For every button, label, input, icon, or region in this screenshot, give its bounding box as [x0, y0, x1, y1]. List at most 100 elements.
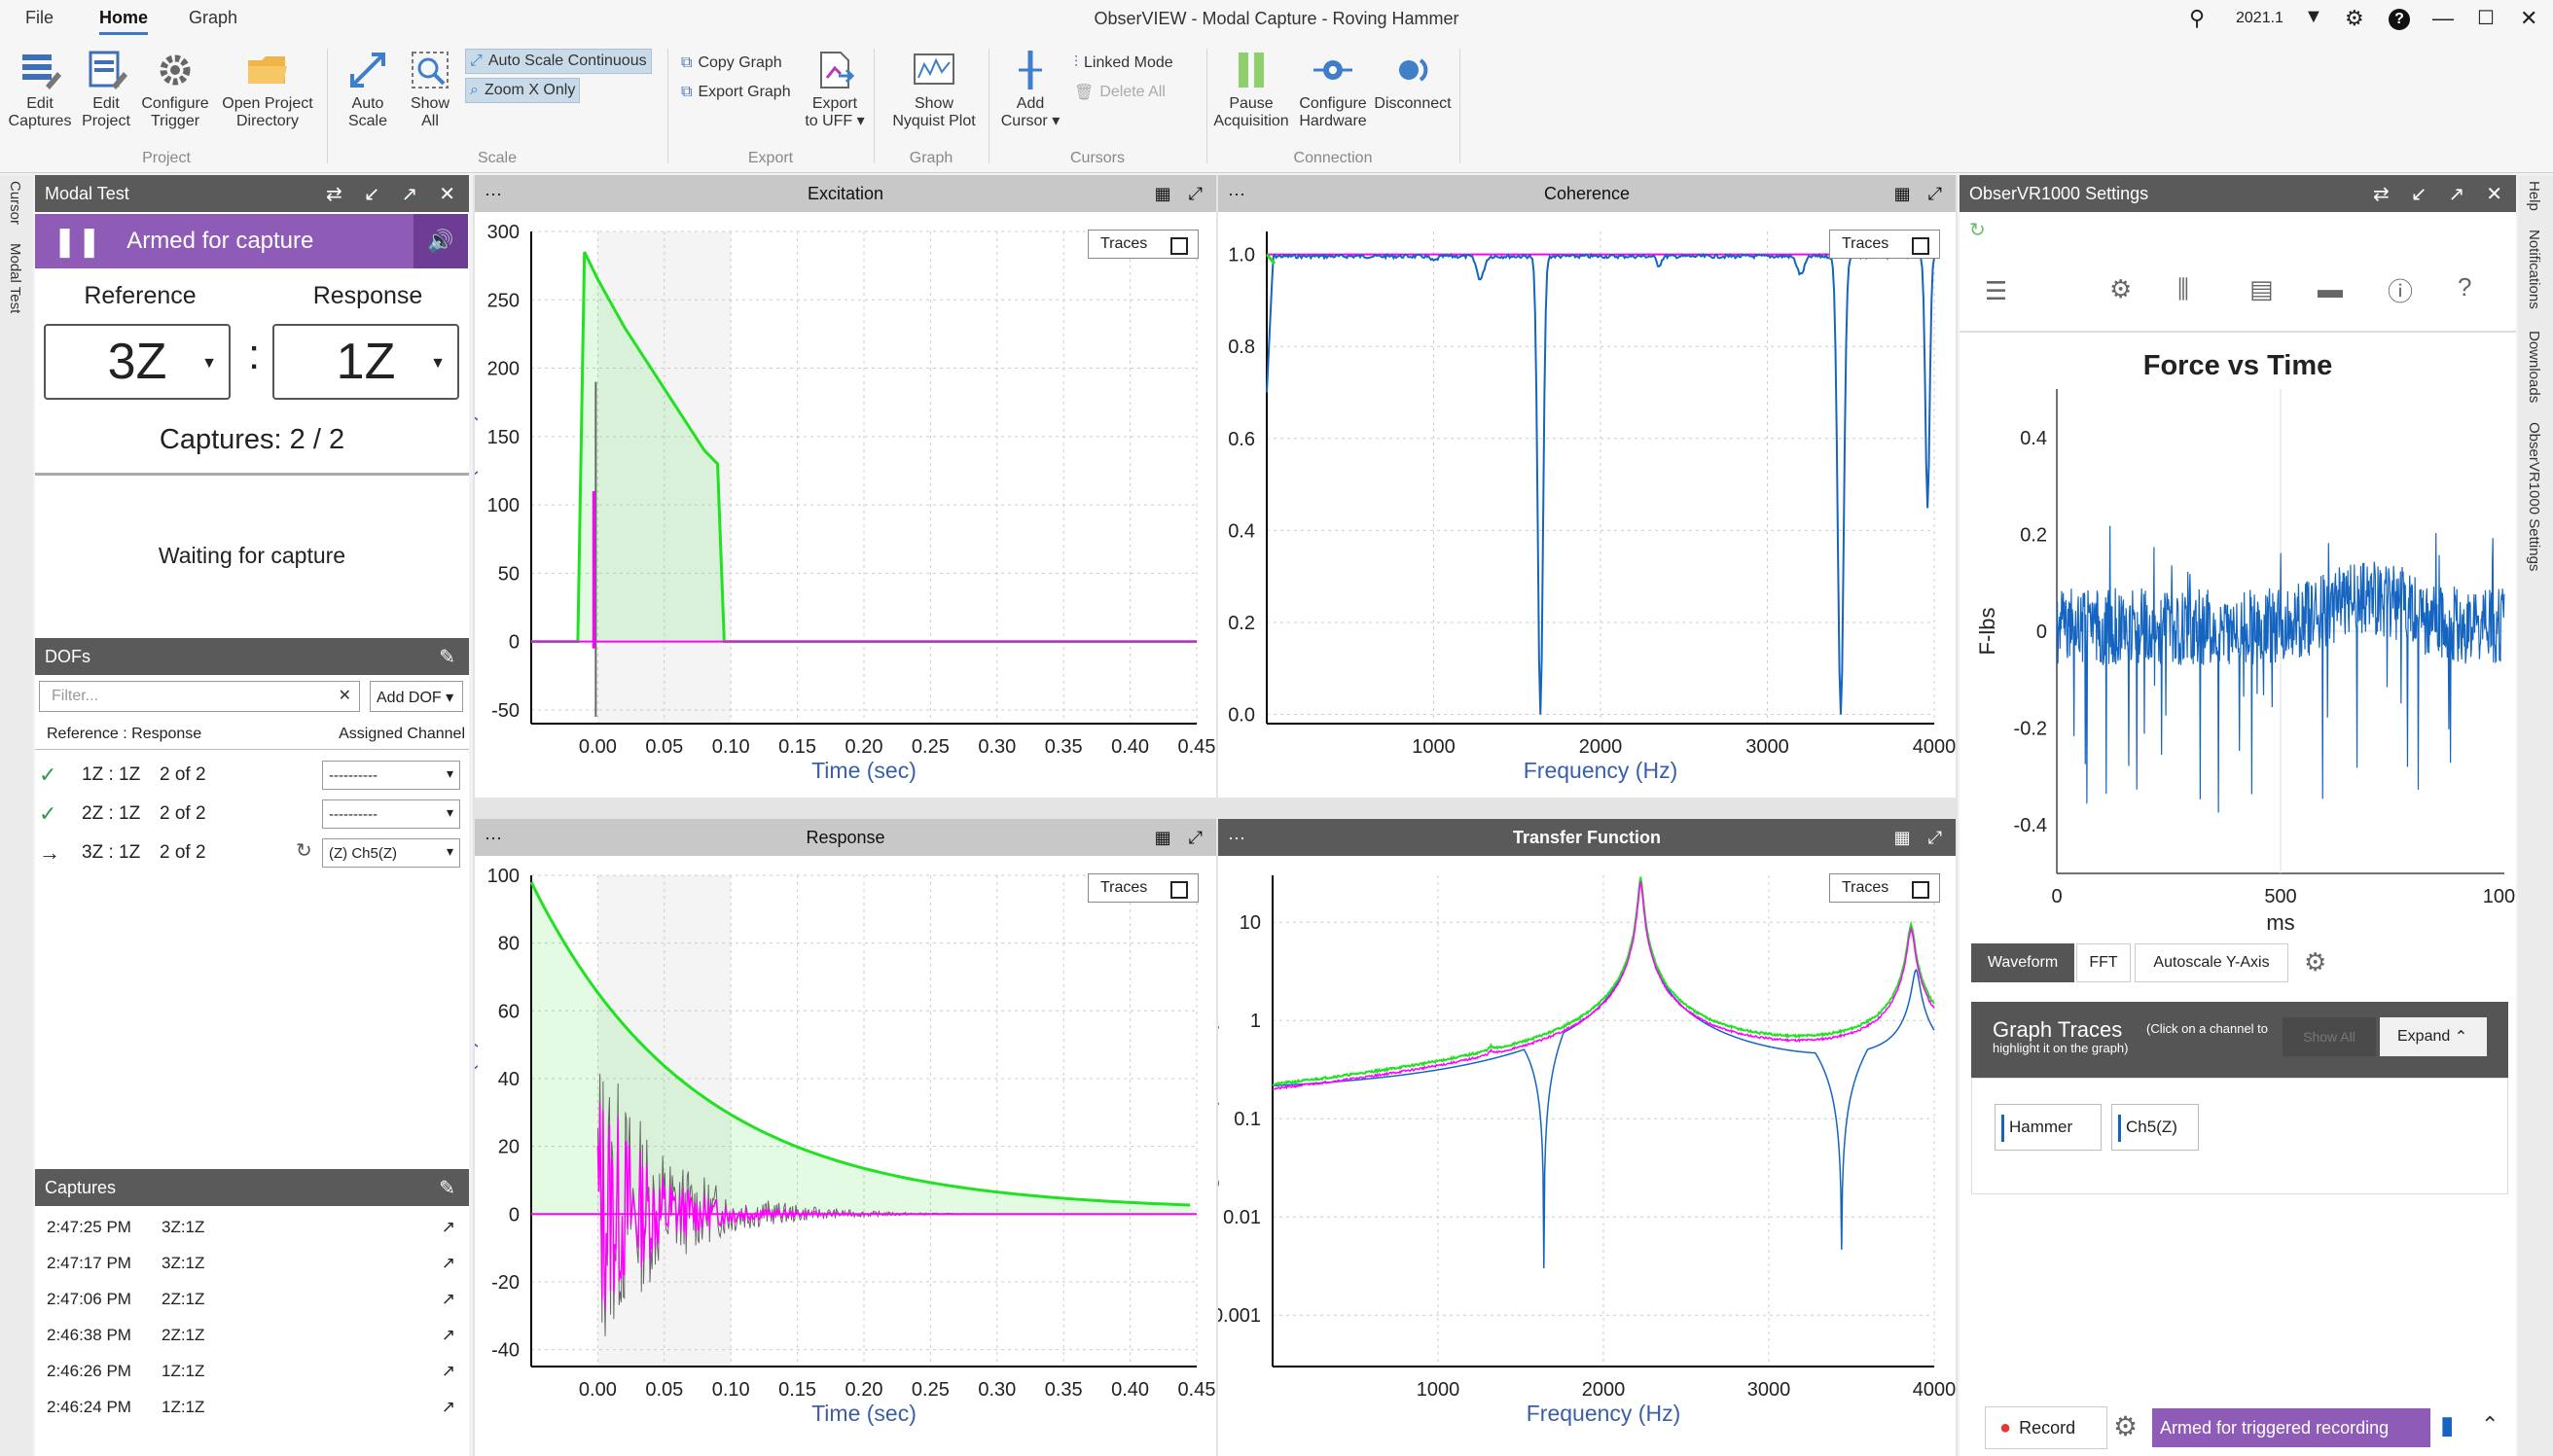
capture-row[interactable]: 2:47:06 PM 2Z:1Z ↗: [47, 1290, 455, 1308]
capture-row[interactable]: 2:46:26 PM 1Z:1Z ↗: [47, 1362, 455, 1380]
refresh-icon[interactable]: ↻: [1969, 220, 1986, 241]
dock-tab-help[interactable]: Help: [2526, 181, 2542, 211]
dof-filter-input[interactable]: Filter... ✕: [39, 681, 360, 712]
list-icon[interactable]: ▤: [2249, 274, 2274, 303]
grid-layout-icon[interactable]: ▦: [1154, 183, 1171, 203]
dof-channel-select[interactable]: (Z) Ch5(Z): [322, 838, 460, 868]
pencil-icon[interactable]: ✎: [439, 1177, 455, 1199]
dof-channel-select[interactable]: ----------: [322, 799, 460, 829]
dock-tab-observr1000-settings[interactable]: ObserVR1000 Settings: [2526, 422, 2542, 572]
configure-hardware-button[interactable]: Configure Hardware: [1294, 49, 1372, 130]
record-button[interactable]: ● Record: [1985, 1406, 2107, 1449]
sliders-icon[interactable]: ⫼: [2177, 274, 2189, 303]
export-graph-button[interactable]: ⧉ Export Graph: [681, 84, 791, 100]
tab-fft[interactable]: FFT: [2076, 943, 2131, 982]
copy-graph-button[interactable]: ⧉ Copy Graph: [681, 54, 782, 71]
minimize-panel-icon[interactable]: ↙: [2410, 183, 2427, 205]
traces-toggle[interactable]: Traces: [1088, 230, 1199, 259]
menu-home[interactable]: Home: [99, 8, 149, 35]
menu-file[interactable]: File: [25, 8, 54, 27]
dock-tab-modal-test[interactable]: Modal Test: [7, 243, 23, 314]
expand-icon[interactable]: ⤢: [1188, 827, 1203, 847]
open-capture-icon[interactable]: ↗: [441, 1218, 455, 1236]
more-options-icon[interactable]: ···: [485, 183, 502, 203]
open-capture-icon[interactable]: ↗: [441, 1290, 455, 1308]
gear-icon[interactable]: ⚙: [2304, 947, 2327, 977]
dock-tab-downloads[interactable]: Downloads: [2526, 331, 2542, 404]
show-all-button[interactable]: Show All: [403, 49, 457, 130]
refresh-icon[interactable]: ↻: [296, 840, 312, 862]
capture-row[interactable]: 2:46:38 PM 2Z:1Z ↗: [47, 1326, 455, 1344]
autoscale-y-axis-button[interactable]: Autoscale Y-Axis: [2135, 943, 2288, 982]
coherence-chart[interactable]: 1000 2000 3000 4000 1.0 0.8 0.6 0.4 0.2 0.0 Freque…: [1218, 212, 1956, 798]
response-chart[interactable]: 0.00 0.05 0.10 0.15 0.20 0.25 0.30 0.35 0.40 0.45…: [475, 856, 1216, 1456]
filter-icon[interactable]: ▼: [2304, 6, 2323, 27]
gear-icon[interactable]: ⚙: [2109, 274, 2133, 303]
capture-row[interactable]: 2:46:24 PM 1Z:1Z ↗: [47, 1398, 455, 1416]
clear-icon[interactable]: ✕: [338, 688, 351, 704]
response-select[interactable]: 1Z ▼: [272, 324, 459, 400]
add-cursor-button[interactable]: Add Cursor ▾: [998, 49, 1062, 130]
more-options-icon[interactable]: ···: [485, 827, 502, 847]
channel-chip-hammer[interactable]: Hammer: [1995, 1104, 2102, 1151]
folder-icon[interactable]: ▬: [2318, 274, 2343, 303]
capture-row[interactable]: 2:47:17 PM 3Z:1Z ↗: [47, 1254, 455, 1272]
open-capture-icon[interactable]: ↗: [441, 1398, 455, 1416]
traces-toggle[interactable]: Traces: [1088, 873, 1199, 903]
more-options-icon[interactable]: ···: [1228, 827, 1245, 847]
excitation-chart[interactable]: 0.00 0.05 0.10 0.15 0.20 0.25 0.30 0.35 0.40 0.45…: [475, 212, 1216, 798]
show-nyquist-plot-button[interactable]: Show Nyquist Plot: [880, 49, 989, 130]
more-options-icon[interactable]: ···: [1228, 183, 1245, 203]
dof-row[interactable]: ✓ 2Z : 1Z 2 of 2: [39, 801, 206, 826]
edit-captures-button[interactable]: Edit Captures: [6, 49, 74, 130]
expand-icon[interactable]: ⤢: [1927, 183, 1942, 203]
swap-icon[interactable]: ⇄: [2372, 183, 2390, 205]
connection-icon[interactable]: ⚲: [2189, 6, 2206, 30]
transfer-function-chart[interactable]: 1000 2000 3000 4000 10 1 0.1 0.01 0.001 Frequency…: [1218, 856, 1956, 1456]
force-vs-time-chart[interactable]: 0 500 1000 0.4 0.2 0 -0.2 -0.4 ms F-lbs: [1960, 379, 2516, 943]
gear-icon[interactable]: ⚙: [2113, 1411, 2139, 1441]
edit-project-button[interactable]: Edit Project: [76, 49, 136, 130]
pencil-icon[interactable]: ✎: [439, 646, 455, 668]
close-panel-icon[interactable]: ✕: [439, 183, 455, 205]
minimize-panel-icon[interactable]: ↙: [363, 183, 380, 205]
auto-scale-continuous-toggle[interactable]: ⤢ Auto Scale Continuous: [465, 49, 652, 74]
popout-icon[interactable]: ↗: [401, 183, 418, 205]
export-to-uff-button[interactable]: Export to UFF ▾: [804, 49, 866, 130]
minimize-button[interactable]: —: [2432, 6, 2454, 30]
delete-all-cursors-button[interactable]: 🗑 Delete All: [1074, 84, 1166, 101]
popout-icon[interactable]: ↗: [2448, 183, 2465, 205]
dof-row[interactable]: ✓ 1Z : 1Z 2 of 2: [39, 763, 206, 787]
expand-traces-button[interactable]: Expand ⌃: [2380, 1017, 2487, 1056]
dock-tab-cursor[interactable]: Cursor: [7, 181, 23, 226]
add-dof-button[interactable]: Add DOF ▾: [370, 681, 463, 712]
open-capture-icon[interactable]: ↗: [441, 1254, 455, 1272]
close-panel-icon[interactable]: ✕: [2486, 183, 2502, 205]
expand-icon[interactable]: ⤢: [1188, 183, 1203, 203]
auto-scale-button[interactable]: Auto Scale: [337, 49, 399, 130]
dof-channel-select[interactable]: ----------: [322, 761, 460, 790]
open-capture-icon[interactable]: ↗: [441, 1362, 455, 1380]
traces-toggle[interactable]: Traces: [1829, 873, 1940, 903]
grid-layout-icon[interactable]: ▦: [1893, 183, 1911, 203]
menu-graph[interactable]: Graph: [189, 8, 238, 27]
channel-chip-ch5[interactable]: Ch5(Z): [2111, 1104, 2199, 1151]
help-icon[interactable]: ?: [2389, 9, 2410, 30]
configure-trigger-button[interactable]: Configure Trigger: [138, 49, 212, 130]
grid-layout-icon[interactable]: ▦: [1893, 827, 1911, 847]
grid-layout-icon[interactable]: ▦: [1154, 827, 1171, 847]
tab-waveform[interactable]: Waveform: [1971, 943, 2074, 982]
reference-select[interactable]: 3Z ▼: [44, 324, 231, 400]
expand-icon[interactable]: ⤢: [1927, 827, 1942, 847]
close-button[interactable]: ✕: [2520, 6, 2538, 30]
show-all-traces-button[interactable]: Show All: [2283, 1017, 2376, 1056]
disconnect-button[interactable]: Disconnect: [1372, 49, 1454, 113]
traces-toggle[interactable]: Traces: [1829, 230, 1940, 259]
settings-gear-icon[interactable]: ⚙: [2345, 6, 2364, 30]
chevron-up-icon[interactable]: ⌃: [2481, 1412, 2499, 1437]
capture-row[interactable]: 2:47:25 PM 3Z:1Z ↗: [47, 1218, 455, 1236]
maximize-button[interactable]: ☐: [2477, 8, 2495, 29]
swap-icon[interactable]: ⇄: [325, 183, 342, 205]
info-icon[interactable]: ⓘ: [2388, 277, 2414, 306]
open-project-directory-button[interactable]: Open Project Directory: [214, 49, 321, 130]
